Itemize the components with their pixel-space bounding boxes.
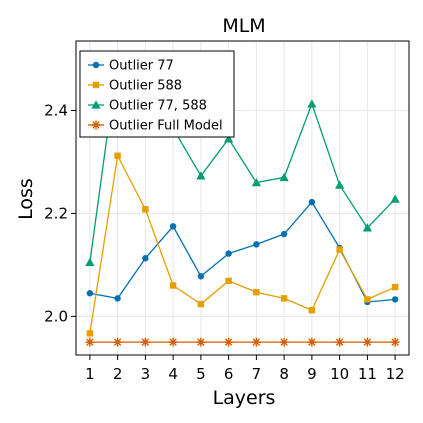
data-point [85,257,95,267]
legend-item: Outlier 77 [88,59,174,74]
data-point [196,171,206,180]
x-tick-label: 9 [307,365,317,383]
data-point [224,337,234,347]
data-point [390,194,400,203]
legend-label: Outlier Full Model [109,119,223,134]
data-point [197,273,205,280]
data-point [197,300,205,308]
series-line [89,153,396,334]
data-point [335,337,345,347]
x-tick-label: 10 [330,365,349,383]
legend-box [79,50,235,138]
legend-marker [92,81,100,89]
x-tick-label: 12 [386,365,405,383]
series-2 [86,152,399,337]
legend-marker [92,61,100,69]
x-tick-label: 4 [168,365,178,383]
x-tick-label: 8 [279,365,289,383]
x-tick-label: 5 [196,365,206,383]
legend-label: Outlier 77 [109,59,174,74]
data-point [251,337,261,347]
x-tick-label: 11 [358,365,377,383]
legend-label: Outlier 588 [109,79,182,94]
y-tick-label: 2.2 [44,204,68,222]
data-point [251,177,261,187]
x-tick-label: 7 [252,365,262,383]
data-point [142,255,149,262]
y-tick-label: 2.4 [44,101,68,119]
y-tick-label: 2.0 [44,307,68,325]
data-point [362,223,372,232]
legend-marker [91,120,101,130]
data-point [86,330,94,337]
y-axis-label: Loss [15,178,37,220]
data-point [391,296,399,303]
data-point [85,337,95,347]
data-point [114,295,121,302]
x-axis-label: Layers [213,387,276,409]
legend-marker [91,100,101,109]
x-tick-label: 6 [224,365,234,383]
data-point [391,283,399,291]
series-1 [86,198,399,306]
data-point [364,296,371,303]
data-point [114,152,121,159]
data-point [169,223,177,230]
data-point [335,180,345,189]
y-axis-ticks: 2.0 2.2 2.4 [44,101,76,325]
series-4 [85,337,400,347]
x-tick-label: 1 [85,365,95,383]
data-point [225,277,232,285]
legend-item: Outlier 77, 588 [88,99,207,114]
data-point [225,250,232,257]
x-tick-label: 3 [141,365,151,383]
data-point [279,337,289,347]
data-point [253,241,260,248]
data-point [253,289,260,296]
legend: Outlier 77 Outlier 588 Outlier 77, 588 Outl… [79,50,235,138]
data-point [280,230,288,238]
data-point [224,134,234,143]
data-point [140,337,150,347]
data-point [336,246,343,253]
chart-title: MLM [222,15,265,37]
data-point [308,198,316,206]
x-axis-ticks: 1 2 3 4 5 6 7 8 9 10 11 12 [85,355,405,383]
data-point [142,206,149,213]
data-point [169,282,177,289]
data-point [196,337,206,347]
data-point [307,99,317,108]
data-point [280,295,288,302]
legend-item: Outlier 588 [88,79,182,94]
legend-item: Outlier Full Model [88,119,223,134]
data-point [390,337,400,347]
plot-frame [75,40,410,356]
data-point [307,337,317,347]
data-point [86,290,94,297]
data-point [168,337,178,347]
legend-label: Outlier 77, 588 [109,99,207,114]
data-point [279,172,289,182]
x-tick-label: 2 [113,365,123,383]
data-point [113,337,123,347]
data-point [308,307,316,314]
data-point [362,337,372,347]
